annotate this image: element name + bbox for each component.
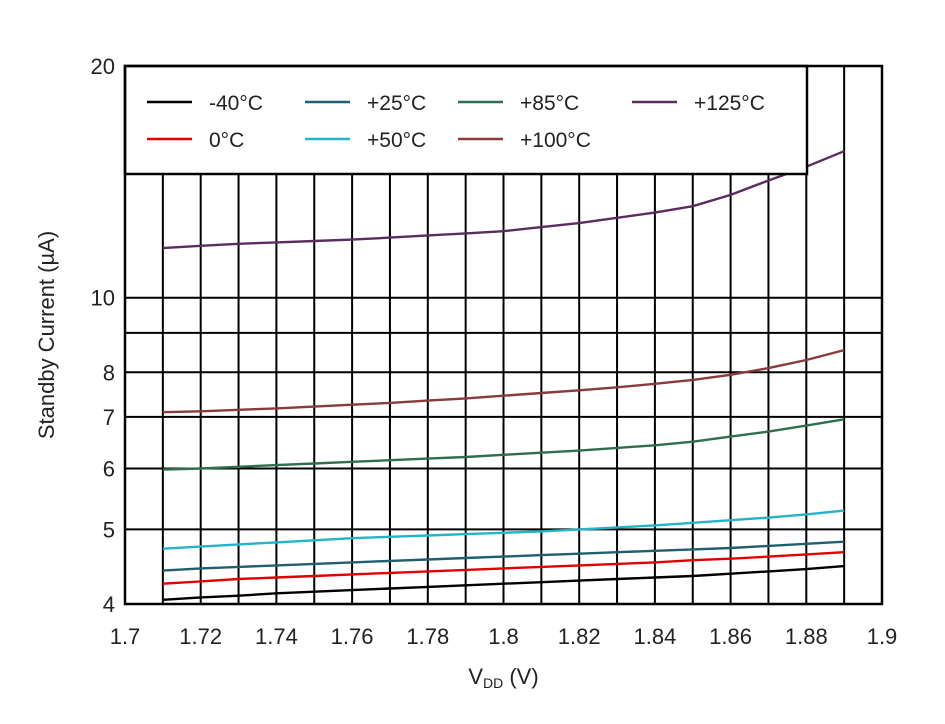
legend: -40°C 0°C +25°C +50°C +85°C +100°C +125°C <box>123 64 809 176</box>
x-tick-label: 1.76 <box>331 624 374 649</box>
series-lines <box>162 150 845 601</box>
series-line <box>162 551 845 585</box>
legend-label: +85°C <box>520 92 579 115</box>
series-line <box>162 348 845 414</box>
x-tick-label: 1.82 <box>558 624 601 649</box>
series-line <box>162 509 845 550</box>
x-axis-label-main: V <box>468 664 483 689</box>
x-tick-label: 1.86 <box>709 624 752 649</box>
y-axis-label: Standby Current (µA) <box>34 231 59 439</box>
x-axis-label-subscript: DD <box>483 675 503 691</box>
legend-label: +125°C <box>694 92 765 115</box>
legend-label: +25°C <box>367 92 426 115</box>
plot-frame <box>123 64 884 606</box>
x-tick-label: 1.88 <box>785 624 828 649</box>
x-tick-label: 1.78 <box>406 624 449 649</box>
x-tick-label: 1.84 <box>633 624 676 649</box>
legend-label: -40°C <box>209 92 263 115</box>
series-line <box>162 540 845 572</box>
legend-box <box>123 64 809 176</box>
series-line <box>162 418 845 471</box>
x-tick-label: 1.9 <box>867 624 898 649</box>
y-tick-label: 8 <box>103 360 115 385</box>
x-tick-label: 1.72 <box>179 624 222 649</box>
y-tick-label: 7 <box>103 405 115 430</box>
x-axis-label: VDD (V) <box>468 664 538 691</box>
y-tick-labels: 4 5 6 7 8 10 20 <box>91 54 115 617</box>
y-tick-label: 10 <box>91 286 115 311</box>
y-tick-label: 4 <box>103 592 115 617</box>
y-tick-label: 20 <box>91 54 115 79</box>
legend-label: +50°C <box>367 129 426 152</box>
legend-label: +100°C <box>520 129 591 152</box>
series-line <box>162 150 845 250</box>
x-tick-label: 1.8 <box>488 624 519 649</box>
y-tick-label: 6 <box>103 456 115 481</box>
x-tick-label: 1.74 <box>255 624 298 649</box>
series-line <box>162 564 845 601</box>
legend-label: 0°C <box>209 129 244 152</box>
x-tick-labels: 1.7 1.72 1.74 1.76 1.78 1.8 1.82 1.84 1.86 1.88 1.… <box>110 624 898 649</box>
x-axis-label-unit: (V) <box>503 664 538 689</box>
x-tick-label: 1.7 <box>110 624 141 649</box>
y-tick-label: 5 <box>103 517 115 542</box>
